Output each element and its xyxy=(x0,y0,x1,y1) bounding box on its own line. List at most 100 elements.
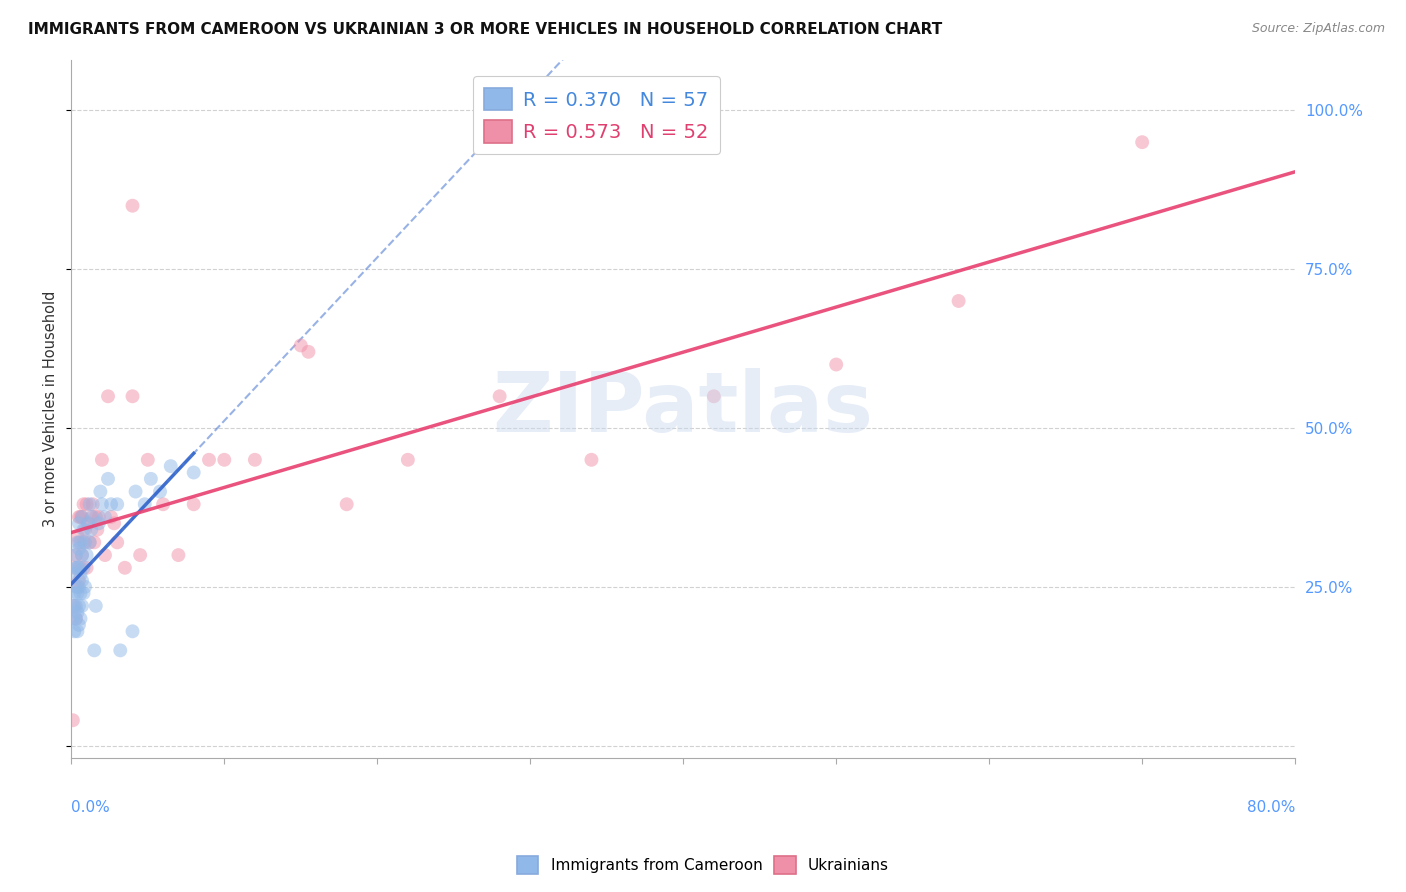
Point xyxy=(290,338,312,352)
Point xyxy=(97,389,120,403)
Point xyxy=(100,510,122,524)
Point xyxy=(62,713,84,727)
Point xyxy=(80,523,103,537)
Point xyxy=(129,548,152,562)
Point xyxy=(75,523,97,537)
Point xyxy=(66,624,89,639)
Point xyxy=(70,548,93,562)
Point xyxy=(82,497,104,511)
Y-axis label: 3 or more Vehicles in Household: 3 or more Vehicles in Household xyxy=(44,291,58,527)
Point xyxy=(114,561,136,575)
Point xyxy=(70,599,93,613)
Point xyxy=(121,199,143,213)
Point xyxy=(77,516,100,531)
Point xyxy=(79,535,101,549)
Point xyxy=(69,567,91,582)
Point xyxy=(69,611,91,625)
Point xyxy=(79,535,101,549)
Point xyxy=(124,484,146,499)
Point xyxy=(214,452,236,467)
Point xyxy=(97,472,120,486)
Point xyxy=(76,548,98,562)
Point xyxy=(183,497,205,511)
Text: 0.0%: 0.0% xyxy=(72,800,110,815)
Point xyxy=(72,561,94,575)
Point xyxy=(703,389,725,403)
Point xyxy=(67,574,90,588)
Point xyxy=(488,389,510,403)
Point xyxy=(66,561,89,575)
Point xyxy=(167,548,190,562)
Legend: Immigrants from Cameroon, Ukrainians: Immigrants from Cameroon, Ukrainians xyxy=(510,850,896,880)
Point xyxy=(149,484,172,499)
Point xyxy=(90,497,112,511)
Point xyxy=(82,510,104,524)
Point xyxy=(70,548,93,562)
Point xyxy=(94,510,117,524)
Point xyxy=(75,580,97,594)
Point xyxy=(89,484,111,499)
Point xyxy=(105,497,128,511)
Point xyxy=(66,529,89,543)
Point xyxy=(297,344,319,359)
Point xyxy=(152,497,174,511)
Point xyxy=(69,586,91,600)
Point xyxy=(84,510,107,524)
Point xyxy=(67,510,90,524)
Point xyxy=(67,541,90,556)
Point xyxy=(136,452,159,467)
Point xyxy=(69,561,91,575)
Point xyxy=(69,510,91,524)
Point xyxy=(67,599,90,613)
Point xyxy=(134,497,156,511)
Point xyxy=(79,497,101,511)
Point xyxy=(159,459,181,474)
Point xyxy=(336,497,359,511)
Point xyxy=(581,452,603,467)
Point xyxy=(948,293,970,308)
Point xyxy=(65,580,87,594)
Point xyxy=(66,535,89,549)
Point xyxy=(83,643,105,657)
Point xyxy=(72,586,94,600)
Text: ZIPatlas: ZIPatlas xyxy=(492,368,873,450)
Point xyxy=(65,611,87,625)
Point xyxy=(72,497,94,511)
Point xyxy=(76,561,98,575)
Point xyxy=(825,358,848,372)
Point xyxy=(63,586,86,600)
Point xyxy=(94,548,117,562)
Point xyxy=(67,580,90,594)
Point xyxy=(65,599,87,613)
Point xyxy=(63,624,86,639)
Point xyxy=(77,516,100,531)
Point xyxy=(86,523,108,537)
Point xyxy=(63,567,86,582)
Point xyxy=(72,523,94,537)
Point xyxy=(70,574,93,588)
Legend: R = 0.370   N = 57, R = 0.573   N = 52: R = 0.370 N = 57, R = 0.573 N = 52 xyxy=(472,77,720,154)
Point xyxy=(139,472,162,486)
Point xyxy=(63,599,86,613)
Point xyxy=(69,535,91,549)
Point xyxy=(75,535,97,549)
Point xyxy=(103,516,125,531)
Point xyxy=(65,611,87,625)
Point xyxy=(243,452,266,467)
Text: IMMIGRANTS FROM CAMEROON VS UKRAINIAN 3 OR MORE VEHICLES IN HOUSEHOLD CORRELATIO: IMMIGRANTS FROM CAMEROON VS UKRAINIAN 3 … xyxy=(28,22,942,37)
Point xyxy=(1130,135,1153,149)
Point xyxy=(87,516,110,531)
Point xyxy=(76,497,98,511)
Point xyxy=(62,611,84,625)
Point xyxy=(66,586,89,600)
Point xyxy=(70,510,93,524)
Point xyxy=(90,452,112,467)
Point xyxy=(80,510,103,524)
Point xyxy=(198,452,221,467)
Point xyxy=(72,535,94,549)
Point xyxy=(105,535,128,549)
Point xyxy=(121,624,143,639)
Point xyxy=(65,548,87,562)
Point xyxy=(121,389,143,403)
Point xyxy=(183,466,205,480)
